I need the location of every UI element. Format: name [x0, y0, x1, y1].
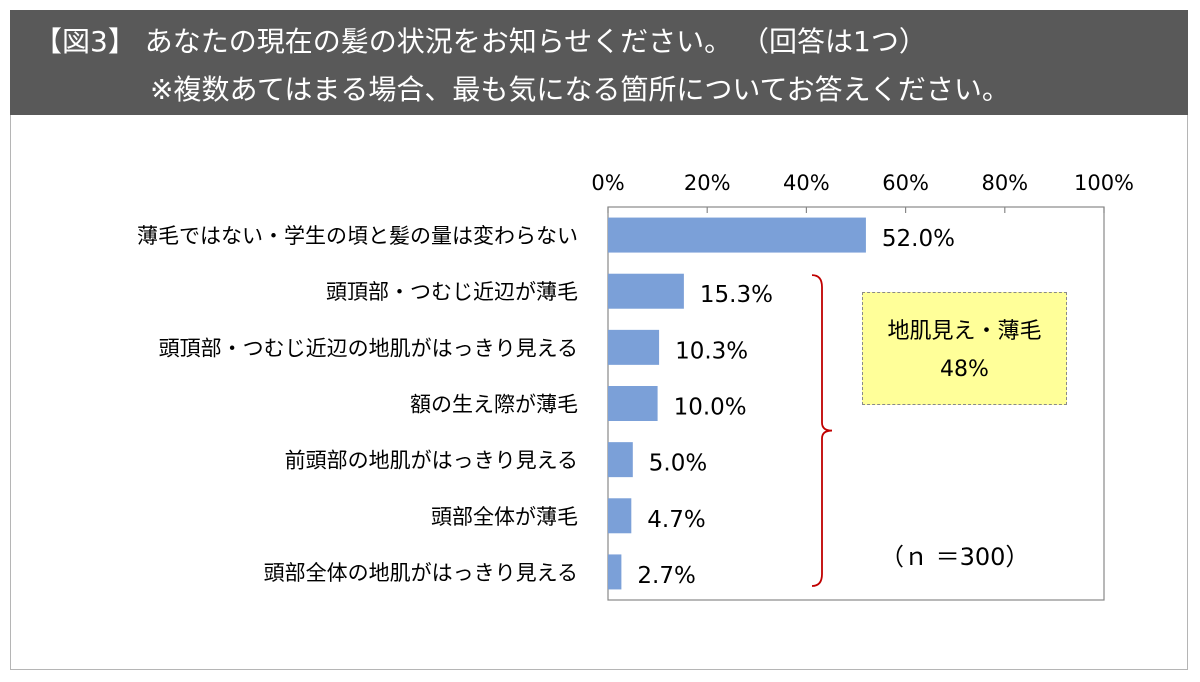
x-tick-label: 20% — [684, 171, 731, 195]
category-label: 頭部全体の地肌がはっきり見える — [264, 561, 578, 585]
callout-label: 地肌見え・薄毛 — [887, 319, 1042, 344]
x-tick-label: 80% — [981, 171, 1028, 195]
data-label: 4.7% — [647, 507, 705, 533]
summary-callout: 地肌見え・薄毛 48% — [862, 292, 1067, 405]
data-label: 10.3% — [675, 338, 748, 364]
data-label: 15.3% — [700, 282, 773, 308]
bar — [608, 554, 622, 590]
bar — [608, 273, 684, 309]
x-tick-label: 100% — [1074, 171, 1134, 195]
x-tick-label: 0% — [591, 171, 624, 195]
bar — [608, 386, 658, 421]
data-label: 52.0% — [882, 226, 955, 252]
bar — [608, 498, 632, 534]
bar — [608, 442, 633, 478]
figure-title: 【図3】 あなたの現在の髪の状況をお知らせください。 （回答は1つ） — [34, 25, 927, 58]
data-label: 2.7% — [637, 563, 695, 589]
category-label: 頭部全体が薄毛 — [431, 505, 578, 529]
sample-size-note: （ｎ ＝300） — [880, 543, 1030, 571]
figure-header: 【図3】 あなたの現在の髪の状況をお知らせください。 （回答は1つ） ※複数あて… — [10, 10, 1188, 115]
grouping-bracket — [811, 274, 833, 587]
category-label: 額の生え際が薄毛 — [410, 393, 578, 417]
callout-value: 48% — [940, 357, 989, 382]
bar — [608, 329, 660, 365]
x-tick-label: 60% — [882, 171, 929, 195]
category-label: 頭頂部・つむじ近辺の地肌がはっきり見える — [159, 336, 578, 360]
data-label: 5.0% — [649, 451, 707, 477]
category-label: 薄毛ではない・学生の頃と髪の量は変わらない — [137, 224, 578, 248]
category-label: 頭頂部・つむじ近辺が薄毛 — [326, 280, 578, 304]
data-label: 10.0% — [674, 395, 747, 421]
x-tick-label: 40% — [783, 171, 830, 195]
figure-subtitle: ※複数あてはまる場合、最も気になる箇所についてお答えください。 — [150, 73, 1010, 106]
bar — [608, 217, 866, 253]
category-label: 前頭部の地肌がはっきり見える — [285, 449, 578, 473]
